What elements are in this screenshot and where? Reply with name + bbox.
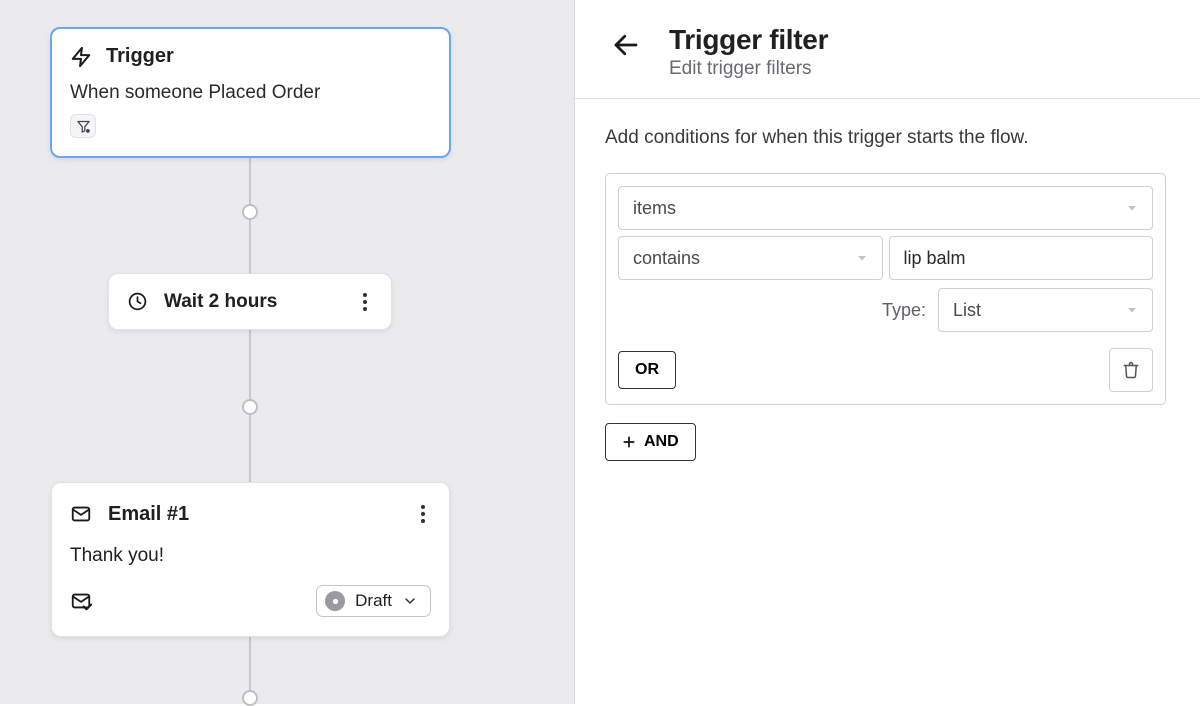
value-input[interactable] [889, 236, 1154, 280]
connector-node[interactable] [242, 204, 258, 220]
lightning-icon [70, 46, 92, 68]
email-menu-button[interactable] [415, 499, 431, 529]
panel-subtitle: Edit trigger filters [669, 58, 828, 80]
mail-check-icon[interactable] [70, 590, 92, 612]
type-value: List [953, 300, 981, 321]
dimension-select[interactable]: items [618, 186, 1153, 230]
condition-group: items contains Type: List [605, 173, 1166, 405]
wait-label: Wait 2 hours [164, 291, 341, 313]
connector-node[interactable] [242, 399, 258, 415]
connector-line [249, 636, 251, 696]
connector-line [249, 212, 251, 275]
email-title: Email #1 [108, 503, 399, 526]
caret-down-icon [856, 248, 868, 269]
email-status-select[interactable]: Draft [316, 585, 431, 617]
type-select[interactable]: List [938, 288, 1153, 332]
operator-value: contains [633, 248, 700, 269]
trigger-description: When someone Placed Order [70, 82, 431, 104]
trigger-card[interactable]: Trigger When someone Placed Order [50, 27, 451, 158]
email-status-label: Draft [355, 591, 392, 611]
delete-condition-button[interactable] [1109, 348, 1153, 392]
operator-select[interactable]: contains [618, 236, 883, 280]
or-button[interactable]: OR [618, 351, 676, 389]
connector-line [249, 407, 251, 483]
and-button[interactable]: AND [605, 423, 696, 461]
mail-icon [70, 503, 92, 525]
flow-canvas: Trigger When someone Placed Order Wait 2… [0, 0, 575, 704]
dimension-value: items [633, 198, 676, 219]
and-label: AND [644, 433, 679, 451]
filter-chip[interactable] [70, 114, 96, 138]
panel-title: Trigger filter [669, 24, 828, 56]
trigger-title: Trigger [106, 45, 174, 68]
draft-status-icon [325, 591, 345, 611]
caret-down-icon [1126, 300, 1138, 321]
wait-card[interactable]: Wait 2 hours [108, 273, 392, 330]
panel-hint: Add conditions for when this trigger sta… [605, 127, 1166, 149]
back-button[interactable] [605, 24, 647, 71]
wait-menu-button[interactable] [357, 287, 373, 317]
type-label: Type: [882, 300, 926, 321]
clock-icon [127, 291, 148, 312]
chevron-down-icon [402, 593, 418, 609]
or-label: OR [635, 361, 659, 379]
email-card[interactable]: Email #1 Thank you! Draft [51, 482, 450, 637]
filter-icon [76, 119, 91, 134]
connector-line [249, 329, 251, 407]
email-subject: Thank you! [70, 545, 431, 567]
trigger-filter-panel: Trigger filter Edit trigger filters Add … [575, 0, 1200, 704]
trash-icon [1122, 361, 1140, 379]
plus-icon [622, 435, 636, 449]
caret-down-icon [1126, 198, 1138, 219]
